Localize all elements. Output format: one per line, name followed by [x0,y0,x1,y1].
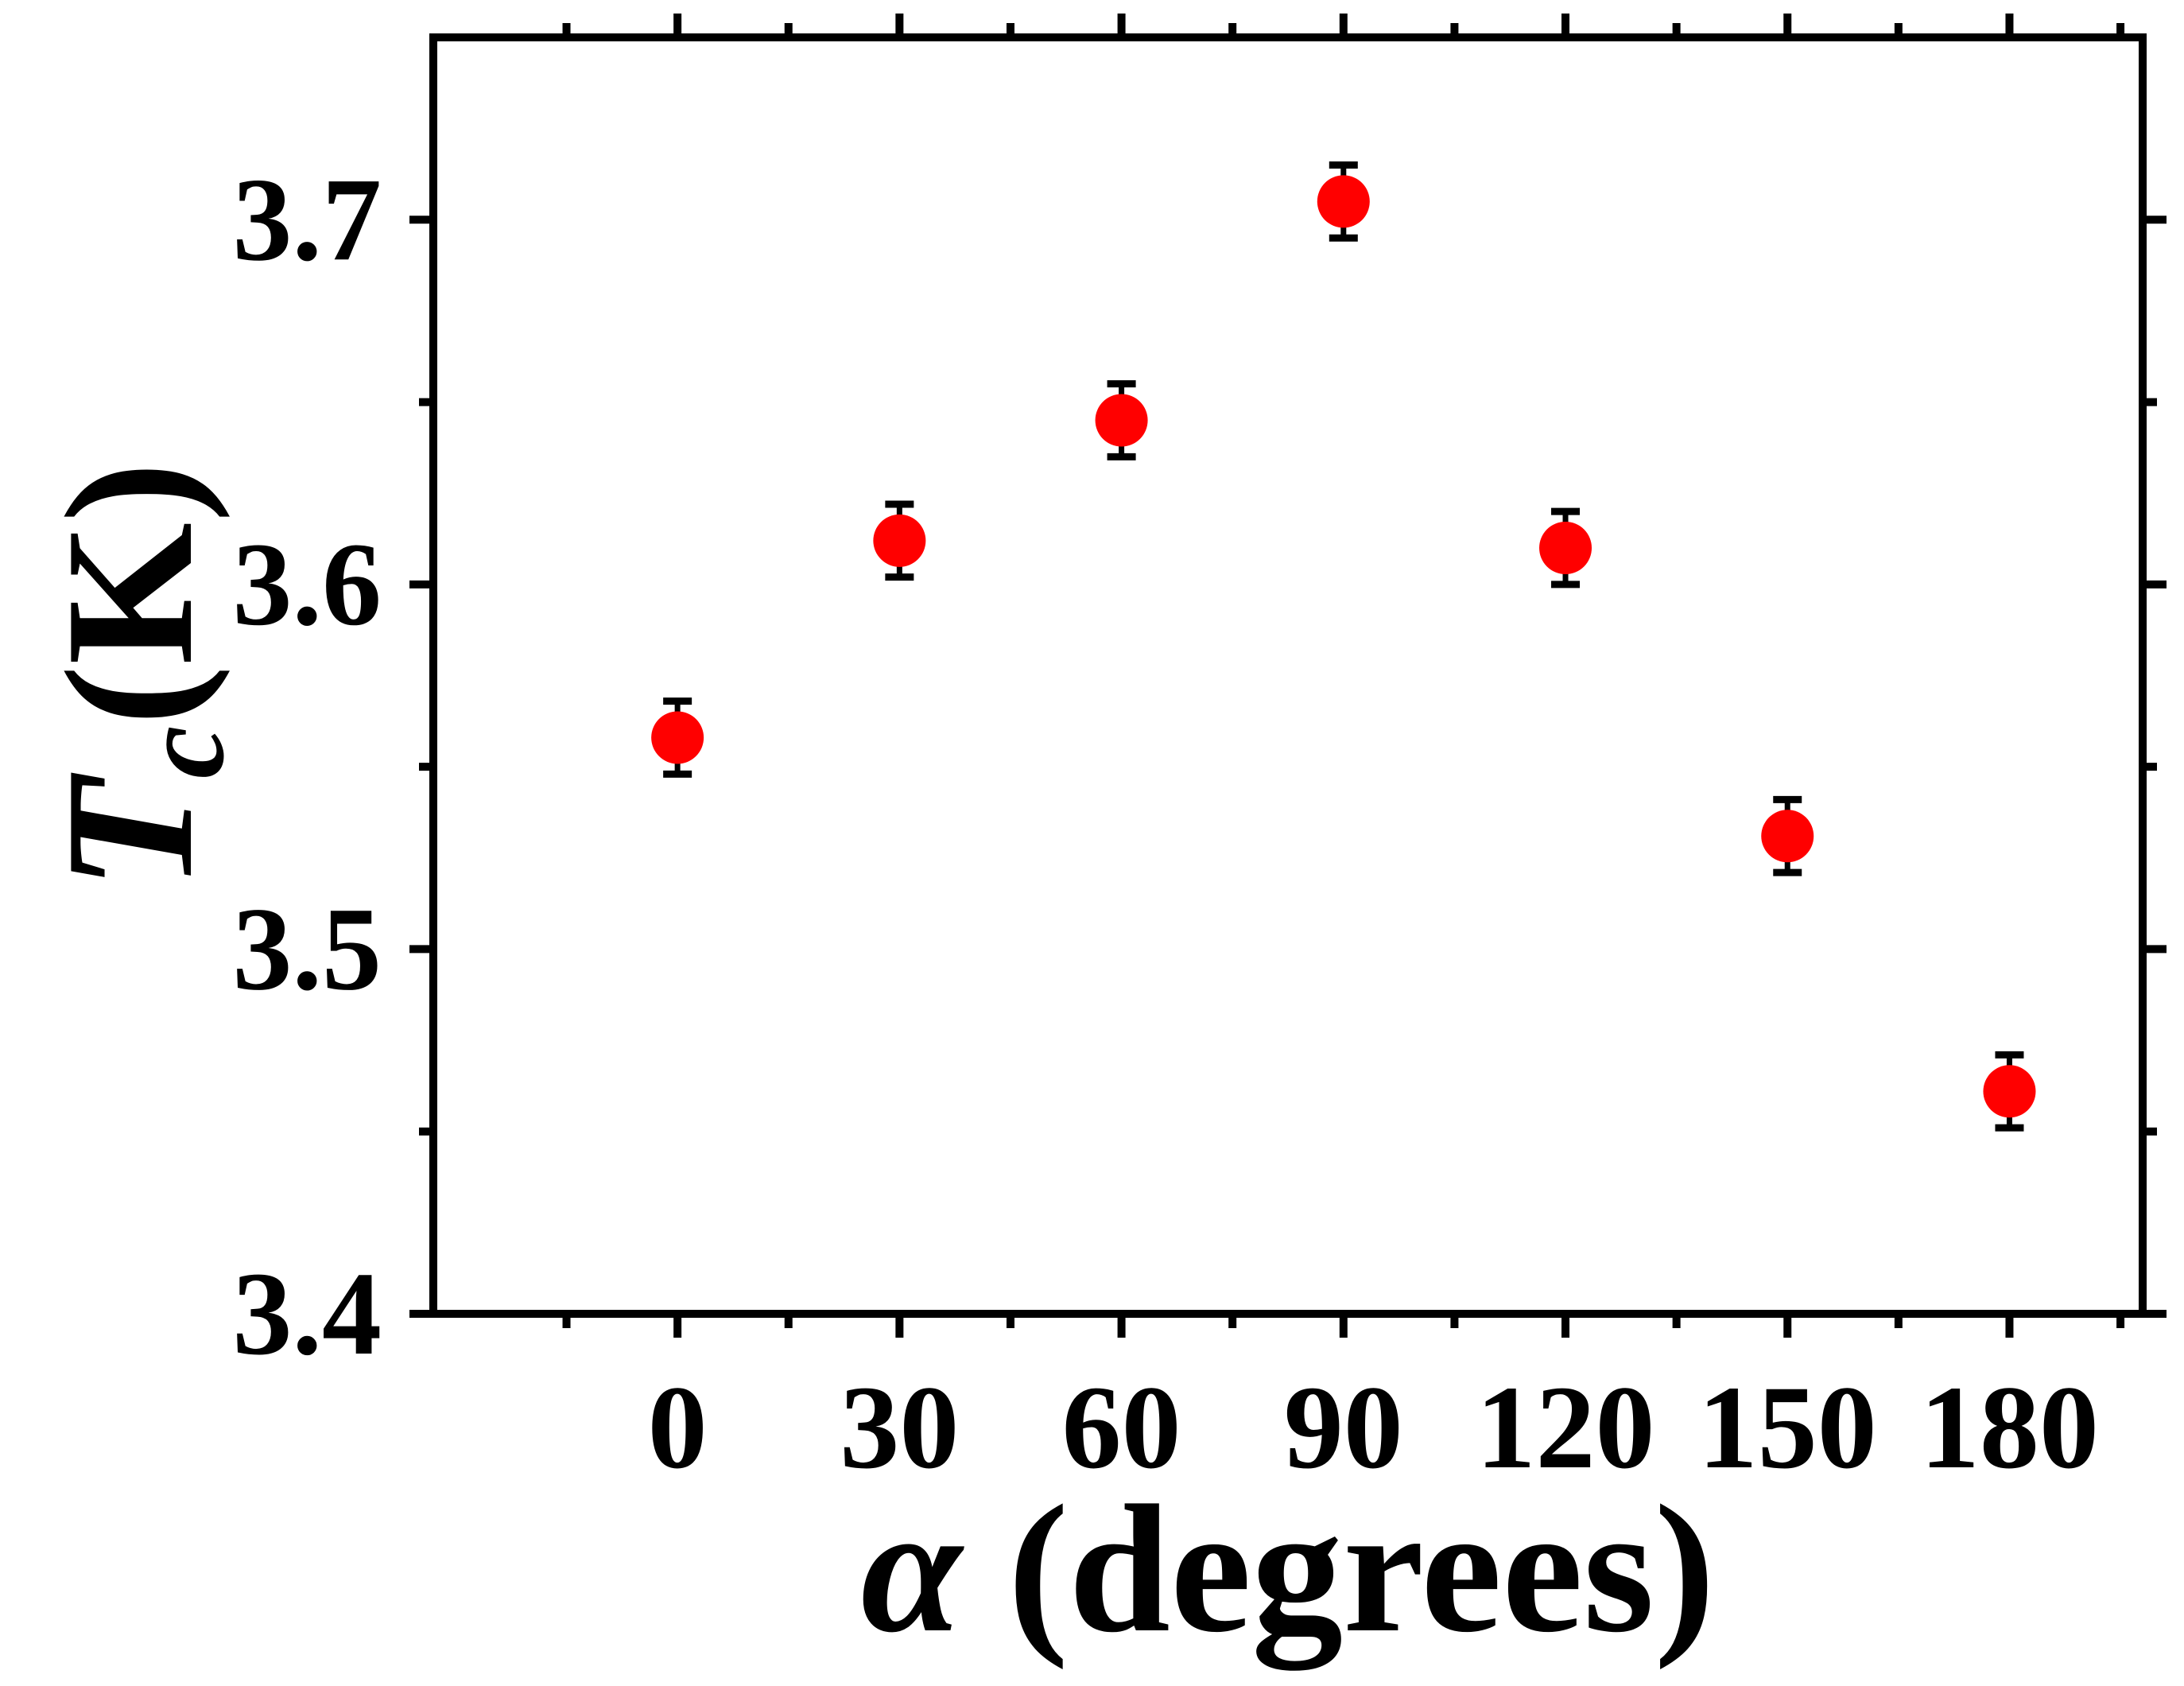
x-tick-label: 60 [1062,1362,1181,1494]
data-point [1983,1065,2036,1118]
y-tick-label: 3.7 [233,153,382,286]
y-tick-label: 3.6 [233,519,382,651]
x-axis-symbol: α [861,1467,965,1670]
axis-ticks [409,14,2167,1338]
data-point [1761,810,1814,863]
x-tick-label: 30 [840,1362,959,1494]
x-tick-labels: 0 30 60 90 120 150 180 [648,1362,2099,1494]
data-point [1539,522,1592,574]
x-tick-label: 150 [1698,1362,1877,1494]
y-axis-unit: (K) [28,461,231,725]
x-tick-label: 90 [1284,1362,1403,1494]
y-axis-label: Tc(K) [28,461,249,890]
x-tick-label: 180 [1920,1362,2099,1494]
y-tick-labels: 3.4 3.5 3.6 3.7 [233,153,382,1380]
y-axis-symbol: T [28,772,231,891]
data-point [651,711,704,764]
plot-frame [429,33,2147,1318]
x-tick-label: 0 [648,1362,708,1494]
data-points [651,175,2036,1118]
y-tick-label: 3.4 [233,1248,382,1380]
data-point [1317,175,1370,228]
data-point [1095,394,1148,447]
x-axis-label: α (degrees) [861,1467,1716,1671]
y-axis-subscript: c [117,726,249,779]
x-tick-label: 120 [1476,1362,1655,1494]
data-point [873,514,926,567]
error-bars [663,161,2024,1132]
y-tick-label: 3.5 [233,883,382,1015]
x-axis-unit: (degrees) [1007,1467,1715,1671]
